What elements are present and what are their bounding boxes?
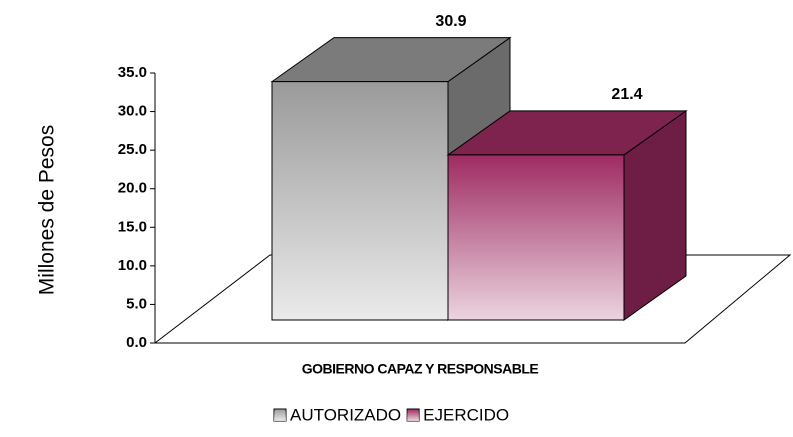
y-tick-label: 0.0 <box>126 334 147 351</box>
y-tick-label: 30.0 <box>118 103 147 120</box>
bar-face <box>448 110 686 155</box>
legend-swatch-shade <box>274 409 286 421</box>
bar-face <box>272 37 510 82</box>
y-tick-label: 5.0 <box>126 295 147 312</box>
y-tick-label: 25.0 <box>118 141 147 158</box>
y-tick-label: 15.0 <box>118 218 147 235</box>
bar <box>446 109 688 321</box>
x-tick-label: GOBIERNO CAPAZ Y RESPONSABLE <box>302 361 539 377</box>
y-axis-label: Millones de Pesos <box>36 125 59 295</box>
bar-face <box>447 154 625 321</box>
y-tick-label: 20.0 <box>118 180 147 197</box>
y-tick-label: 10.0 <box>118 257 147 274</box>
legend-swatch-shade <box>407 409 420 421</box>
floor <box>153 254 792 344</box>
value-label: 21.4 <box>611 86 642 103</box>
value-label: 30.9 <box>435 13 466 30</box>
legend-label: EJERCIDO <box>423 405 509 424</box>
y-tick-label: 35.0 <box>118 64 147 81</box>
bar-face <box>624 110 686 321</box>
legend-label: AUTORIZADO <box>290 405 401 424</box>
bar-face <box>271 81 449 321</box>
